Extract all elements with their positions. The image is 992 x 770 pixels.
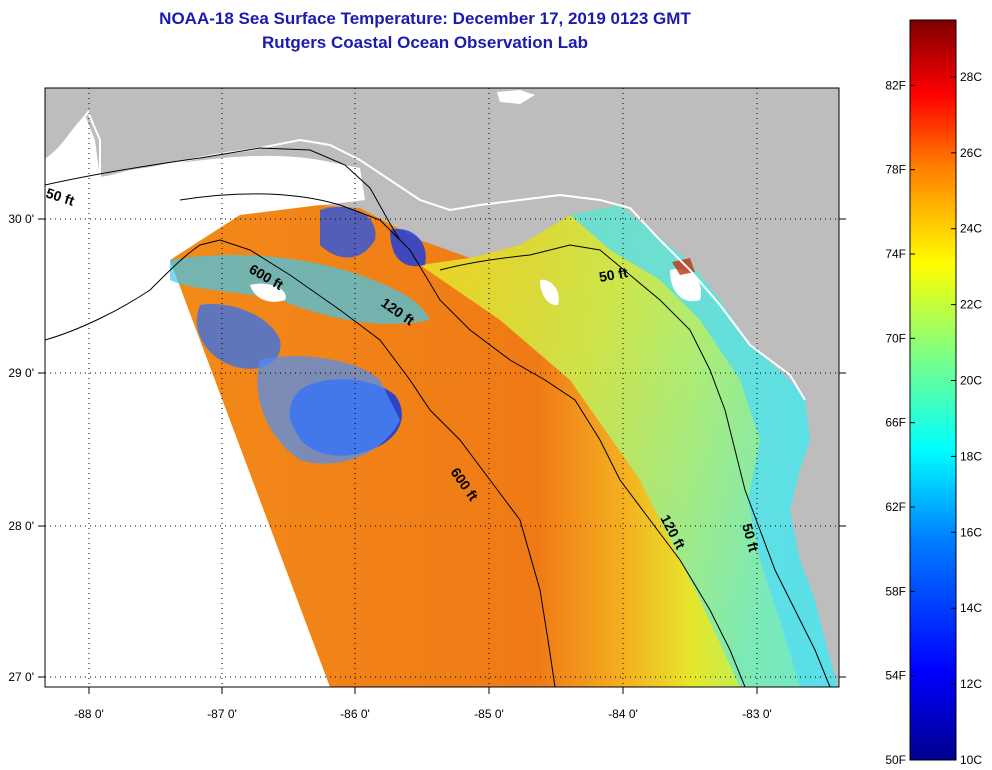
cold-patch-3: [257, 356, 400, 464]
contour-120ft: [179, 193, 746, 687]
lat-tick-label: 29 0': [8, 366, 34, 380]
colorbar-label-celsius: 10C: [960, 753, 982, 767]
colorbar-label-celsius: 22C: [960, 298, 982, 312]
colorbar-label-fahrenheit: 66F: [885, 416, 906, 430]
cloud-patch-3: [670, 269, 701, 302]
map-frame: [44, 87, 840, 688]
colorbar-label-celsius: 14C: [960, 601, 982, 615]
cold-patch-2: [196, 304, 281, 369]
colorbar-ticks: 28C 26C 24C 22C 20C 18C 16C 14C 12C 10C 82F 78F 74F 7…: [885, 70, 982, 767]
lon-tick-label: -87 0': [207, 707, 237, 721]
colorbar-label-celsius: 20C: [960, 374, 982, 388]
contour-50ft-east: [439, 244, 831, 687]
warm-patch: [672, 258, 695, 275]
colorbar-label-celsius: 16C: [960, 525, 982, 539]
colorbar-label-fahrenheit: 82F: [885, 78, 906, 92]
lat-tick-label: 28 0': [8, 519, 34, 533]
colorbar: [909, 19, 957, 761]
colorbar-label-celsius: 24C: [960, 222, 982, 236]
colorbar-label-fahrenheit: 78F: [885, 163, 906, 177]
contour-label: 50 ft: [739, 522, 762, 554]
cyan-band-west: [170, 255, 430, 324]
colorbar-label-fahrenheit: 70F: [885, 331, 906, 345]
axis-ticks: [38, 218, 846, 694]
colorbar-label-celsius: 28C: [960, 70, 982, 84]
lat-tick-label: 30 0': [8, 212, 34, 226]
lon-tick-label: -86 0': [340, 707, 370, 721]
nearshore-cold-band: [570, 205, 838, 687]
colorbar-label-fahrenheit: 58F: [885, 584, 906, 598]
colorbar-label-fahrenheit: 62F: [885, 500, 906, 514]
lat-tick-label: 27 0': [8, 670, 34, 684]
contour-600ft: [45, 239, 556, 687]
lon-tick-label: -88 0': [74, 707, 104, 721]
colorbar-label-celsius: 18C: [960, 449, 982, 463]
cold-patch-4: [320, 206, 376, 258]
colorbar-label-celsius: 26C: [960, 146, 982, 160]
colorbar-label-fahrenheit: 54F: [885, 669, 906, 683]
no-data-water: [45, 115, 365, 687]
colorbar-label-fahrenheit: 74F: [885, 247, 906, 261]
cloud-patch-2: [540, 279, 559, 306]
cloud-patch-1: [250, 283, 286, 302]
contour-50ft-west: [45, 147, 401, 241]
lon-tick-label: -85 0': [474, 707, 504, 721]
map-title: NOAA-18 Sea Surface Temperature: Decembe…: [159, 9, 691, 28]
lon-tick-label: -83 0': [742, 707, 772, 721]
colorbar-label-fahrenheit: 50F: [885, 753, 906, 767]
lon-tick-label: -84 0': [608, 707, 638, 721]
colorbar-label-celsius: 12C: [960, 677, 982, 691]
island-spot: [497, 90, 535, 104]
contour-label: 50 ft: [598, 264, 629, 285]
map-subtitle: Rutgers Coastal Ocean Observation Lab: [262, 33, 588, 52]
